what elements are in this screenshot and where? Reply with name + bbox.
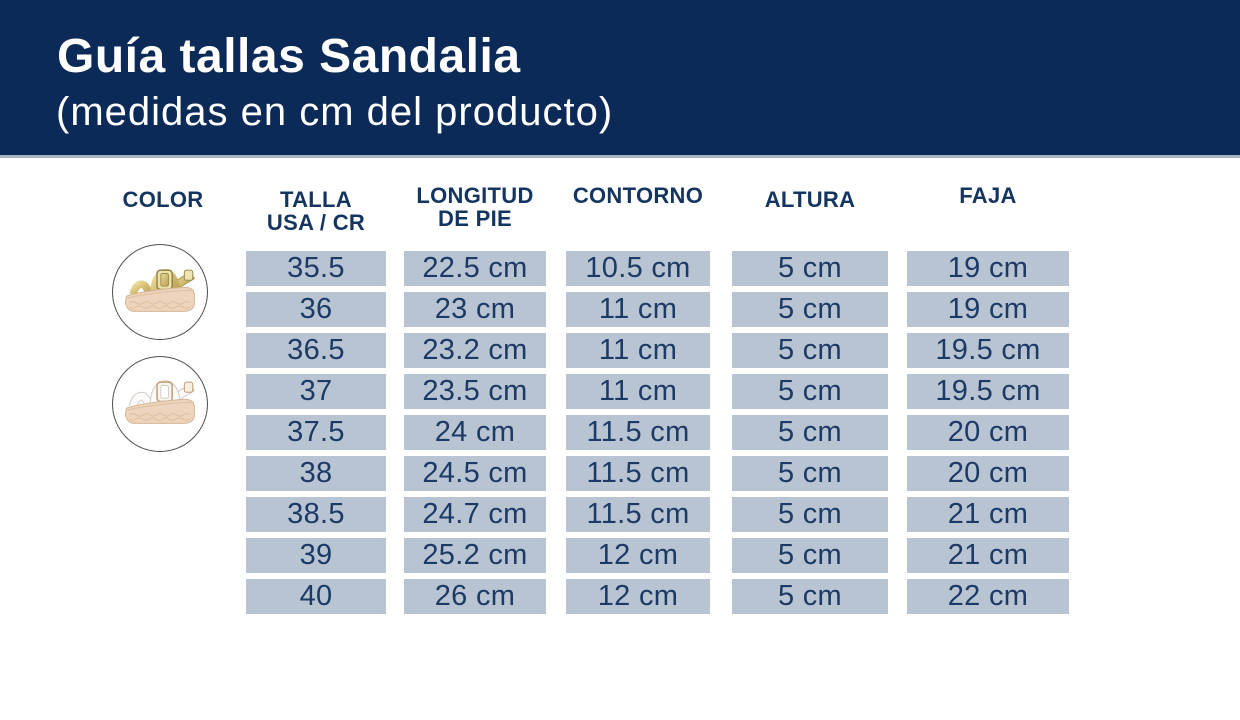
cell-talla: 37 bbox=[246, 374, 386, 409]
cell-longitud: 25.2 cm bbox=[404, 538, 546, 573]
cell-faja: 20 cm bbox=[907, 415, 1069, 450]
cell-longitud: 26 cm bbox=[404, 579, 546, 614]
column-header-line: FAJA bbox=[959, 183, 1017, 208]
column-header-line: COLOR bbox=[122, 187, 204, 212]
cell-talla: 36 bbox=[246, 292, 386, 327]
cell-altura: 5 cm bbox=[732, 497, 888, 532]
cell-contorno: 11.5 cm bbox=[566, 456, 710, 491]
gold-sandal-illustration bbox=[125, 268, 196, 312]
cell-longitud: 23.2 cm bbox=[404, 333, 546, 368]
cell-contorno: 11.5 cm bbox=[566, 415, 710, 450]
column-header-line: CONTORNO bbox=[572, 183, 704, 208]
column-header-color: COLOR bbox=[103, 188, 223, 211]
cell-altura: 5 cm bbox=[732, 415, 888, 450]
cell-faja: 19.5 cm bbox=[907, 333, 1069, 368]
cell-longitud: 23 cm bbox=[404, 292, 546, 327]
page-subtitle: (medidas en cm del producto) bbox=[56, 90, 614, 134]
cell-faja: 19.5 cm bbox=[907, 374, 1069, 409]
cell-talla: 39 bbox=[246, 538, 386, 573]
column-header-longitud: LONGITUD DE PIE bbox=[404, 184, 546, 230]
cell-faja: 21 cm bbox=[907, 497, 1069, 532]
cell-talla: 38.5 bbox=[246, 497, 386, 532]
column-header-line: TALLA bbox=[280, 187, 352, 212]
product-image-white-sandal bbox=[112, 356, 208, 452]
cell-longitud: 23.5 cm bbox=[404, 374, 546, 409]
cell-altura: 5 cm bbox=[732, 374, 888, 409]
column-header-line: LONGITUD bbox=[416, 183, 534, 208]
cell-contorno: 11.5 cm bbox=[566, 497, 710, 532]
column-header-altura: ALTURA bbox=[732, 188, 888, 211]
cell-talla: 36.5 bbox=[246, 333, 386, 368]
cell-contorno: 11 cm bbox=[566, 333, 710, 368]
column-header-line: DE PIE bbox=[438, 206, 512, 231]
cell-altura: 5 cm bbox=[732, 333, 888, 368]
cell-faja: 20 cm bbox=[907, 456, 1069, 491]
cell-faja: 19 cm bbox=[907, 251, 1069, 286]
column-header-talla: TALLA USA / CR bbox=[246, 188, 386, 234]
page-header: Guía tallas Sandalia (medidas en cm del … bbox=[0, 0, 1240, 158]
column-header-line: ALTURA bbox=[764, 187, 856, 212]
column-header-faja: FAJA bbox=[907, 184, 1069, 207]
product-image-gold-sandal bbox=[112, 244, 208, 340]
cell-contorno: 12 cm bbox=[566, 579, 710, 614]
cell-altura: 5 cm bbox=[732, 538, 888, 573]
cell-talla: 40 bbox=[246, 579, 386, 614]
cell-talla: 38 bbox=[246, 456, 386, 491]
cell-longitud: 22.5 cm bbox=[404, 251, 546, 286]
cell-longitud: 24 cm bbox=[404, 415, 546, 450]
cell-contorno: 11 cm bbox=[566, 374, 710, 409]
cell-altura: 5 cm bbox=[732, 292, 888, 327]
cell-contorno: 12 cm bbox=[566, 538, 710, 573]
cell-longitud: 24.7 cm bbox=[404, 497, 546, 532]
column-header-contorno: CONTORNO bbox=[566, 184, 710, 207]
cell-faja: 19 cm bbox=[907, 292, 1069, 327]
cell-altura: 5 cm bbox=[732, 579, 888, 614]
cell-contorno: 11 cm bbox=[566, 292, 710, 327]
cell-faja: 22 cm bbox=[907, 579, 1069, 614]
cell-faja: 21 cm bbox=[907, 538, 1069, 573]
cell-contorno: 10.5 cm bbox=[566, 251, 710, 286]
cell-talla: 37.5 bbox=[246, 415, 386, 450]
cell-talla: 35.5 bbox=[246, 251, 386, 286]
cell-altura: 5 cm bbox=[732, 456, 888, 491]
cell-longitud: 24.5 cm bbox=[404, 456, 546, 491]
column-header-line: USA / CR bbox=[266, 210, 366, 235]
white-sandal-illustration bbox=[125, 380, 196, 424]
cell-altura: 5 cm bbox=[732, 251, 888, 286]
page-title: Guía tallas Sandalia bbox=[57, 30, 521, 83]
